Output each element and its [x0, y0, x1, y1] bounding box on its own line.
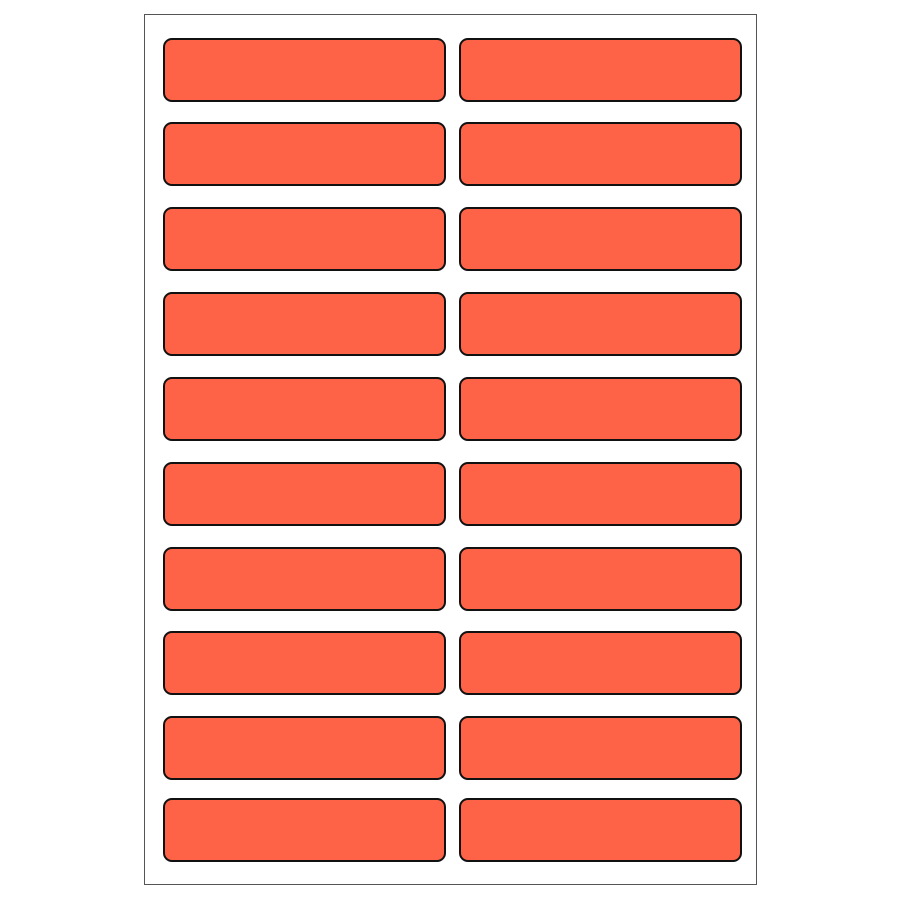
label-r3-c1 — [163, 207, 446, 271]
label-r9-c2 — [459, 716, 742, 780]
label-r6-c2 — [459, 462, 742, 526]
label-sheet — [144, 14, 757, 885]
label-r8-c2 — [459, 631, 742, 695]
label-r7-c2 — [459, 547, 742, 611]
label-r3-c2 — [459, 207, 742, 271]
label-r1-c1 — [163, 38, 446, 102]
label-r2-c1 — [163, 122, 446, 186]
label-r6-c1 — [163, 462, 446, 526]
label-r5-c1 — [163, 377, 446, 441]
label-r10-c1 — [163, 798, 446, 862]
label-r9-c1 — [163, 716, 446, 780]
label-r7-c1 — [163, 547, 446, 611]
label-r4-c1 — [163, 292, 446, 356]
label-r10-c2 — [459, 798, 742, 862]
label-r1-c2 — [459, 38, 742, 102]
label-r5-c2 — [459, 377, 742, 441]
label-r8-c1 — [163, 631, 446, 695]
label-r2-c2 — [459, 122, 742, 186]
label-r4-c2 — [459, 292, 742, 356]
